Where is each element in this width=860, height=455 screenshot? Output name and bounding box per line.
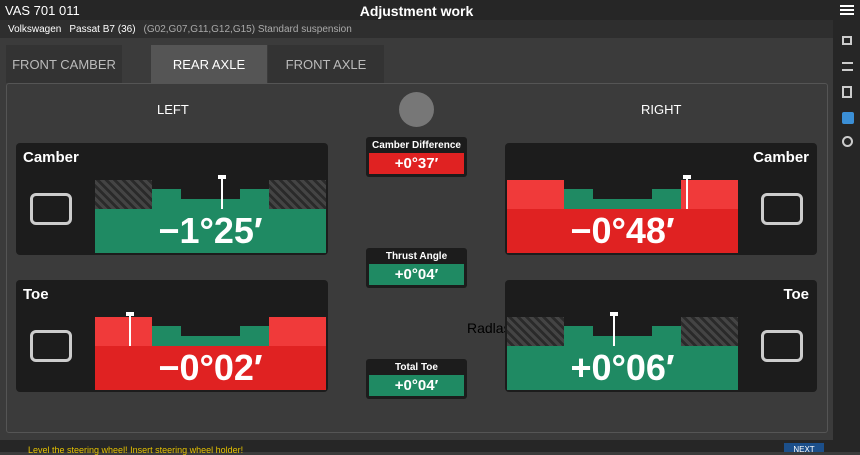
scale-segment	[269, 180, 326, 209]
marker	[686, 177, 688, 209]
scale-segment	[269, 317, 326, 346]
gauge-card: Toe −0°02′	[16, 280, 328, 392]
scale-segment	[622, 199, 652, 209]
footer: Level the steering wheel! Insert steerin…	[0, 440, 833, 455]
scale-segment	[652, 326, 681, 346]
gauge-label: Camber	[753, 149, 809, 166]
sidebar	[833, 0, 860, 452]
center-card: Thrust Angle +0°04′	[366, 248, 467, 288]
clipboard-icon[interactable]	[842, 86, 852, 98]
scale-segment	[152, 326, 181, 346]
scale-segment	[507, 317, 564, 346]
side-label: LEFT	[157, 102, 189, 117]
gauge-value: −0°48′	[507, 209, 738, 253]
scale-segment	[152, 189, 181, 209]
wheel-icon	[30, 330, 72, 362]
wheel-icon	[761, 330, 803, 362]
main-panel	[6, 83, 828, 433]
marker-head	[610, 312, 618, 316]
gauge-value: −0°02′	[95, 346, 326, 390]
scale-segment	[181, 336, 210, 346]
wheel-icon	[30, 193, 72, 225]
list-icon[interactable]	[842, 62, 853, 71]
marker-head	[218, 175, 226, 179]
next-button[interactable]: NEXT	[784, 443, 824, 454]
marker	[221, 177, 223, 209]
camera-icon[interactable]	[842, 36, 852, 45]
tool-icon[interactable]	[842, 112, 854, 124]
gauge-label: Toe	[783, 286, 809, 303]
marker-head	[683, 175, 691, 179]
wheel-icon	[761, 193, 803, 225]
center-value: +0°04′	[369, 375, 464, 396]
gauge-label: Toe	[23, 286, 49, 303]
vehicle-bar: Volkswagen Passat B7 (36) (G02,G07,G11,G…	[0, 20, 833, 38]
scale-segment	[593, 199, 622, 209]
center-card: Total Toe +0°04′	[366, 359, 467, 399]
scale-segment	[652, 189, 681, 209]
gauge-value: +0°06′	[507, 346, 738, 390]
scale-segment	[240, 326, 269, 346]
warning: Level the steering wheel! Insert steerin…	[28, 445, 244, 455]
header: VAS 701 011 Adjustment work	[0, 0, 833, 20]
tab[interactable]: FRONT CAMBER	[6, 45, 122, 83]
app-title: VAS 701 011	[5, 3, 80, 18]
center-label: Camber Difference	[372, 140, 461, 151]
scale-segment	[210, 336, 240, 346]
wheel-icon[interactable]	[842, 136, 853, 147]
scale-segment	[622, 336, 652, 346]
car-button[interactable]	[399, 92, 434, 127]
gauge-card: Camber −0°48′	[505, 143, 817, 255]
scale-segment	[507, 180, 564, 209]
model: Passat B7 (36)	[69, 24, 136, 35]
scale-segment	[210, 199, 240, 209]
tab-active[interactable]: REAR AXLE	[151, 45, 267, 83]
marker-head	[126, 312, 134, 316]
center-label: Total Toe	[395, 362, 438, 373]
scale-segment	[95, 317, 152, 346]
scale-segment	[240, 189, 269, 209]
scale-segment	[593, 336, 622, 346]
gauge-label: Camber	[23, 149, 79, 166]
make: Volkswagen	[8, 24, 62, 35]
center-value: +0°37′	[369, 153, 464, 174]
center-label: Thrust Angle	[385, 251, 448, 262]
side-label: RIGHT	[641, 102, 682, 117]
scale-segment	[181, 199, 210, 209]
gauge-card: Camber −1°25′	[16, 143, 328, 255]
page-title: Adjustment work	[359, 3, 474, 19]
marker	[613, 314, 615, 346]
variant: (G02,G07,G11,G12,G15) Standard suspensio…	[143, 24, 352, 35]
gauge-card: Toe +0°06′	[505, 280, 817, 392]
marker	[129, 314, 131, 346]
tab[interactable]: FRONT AXLE	[268, 45, 384, 83]
scale-segment	[681, 180, 738, 209]
center-card: Camber Difference +0°37′	[366, 137, 467, 177]
scale-segment	[564, 326, 593, 346]
menu-button[interactable]	[840, 5, 854, 7]
scale-segment	[95, 180, 152, 209]
scale-segment	[564, 189, 593, 209]
gauge-value: −1°25′	[95, 209, 326, 253]
center-value: +0°04′	[369, 264, 464, 285]
scale-segment	[681, 317, 738, 346]
